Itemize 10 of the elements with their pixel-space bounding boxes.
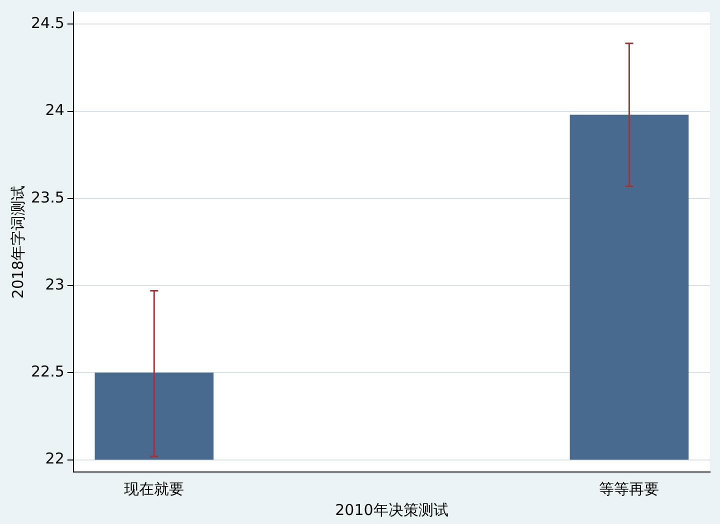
y-tick-label: 22 [45,450,64,468]
x-tick-label: 等等再要 [599,480,660,498]
y-tick-label: 22.5 [30,362,64,381]
x-axis-title: 2010年决策测试 [335,500,448,519]
y-axis-title: 2018年字词测试 [8,185,27,299]
y-tick-label: 23 [45,275,64,294]
y-tick-label: 24.5 [30,14,64,32]
y-tick-label: 24 [45,101,64,120]
y-tick-label: 23.5 [30,188,64,206]
x-tick-label: 现在就要 [124,480,184,498]
